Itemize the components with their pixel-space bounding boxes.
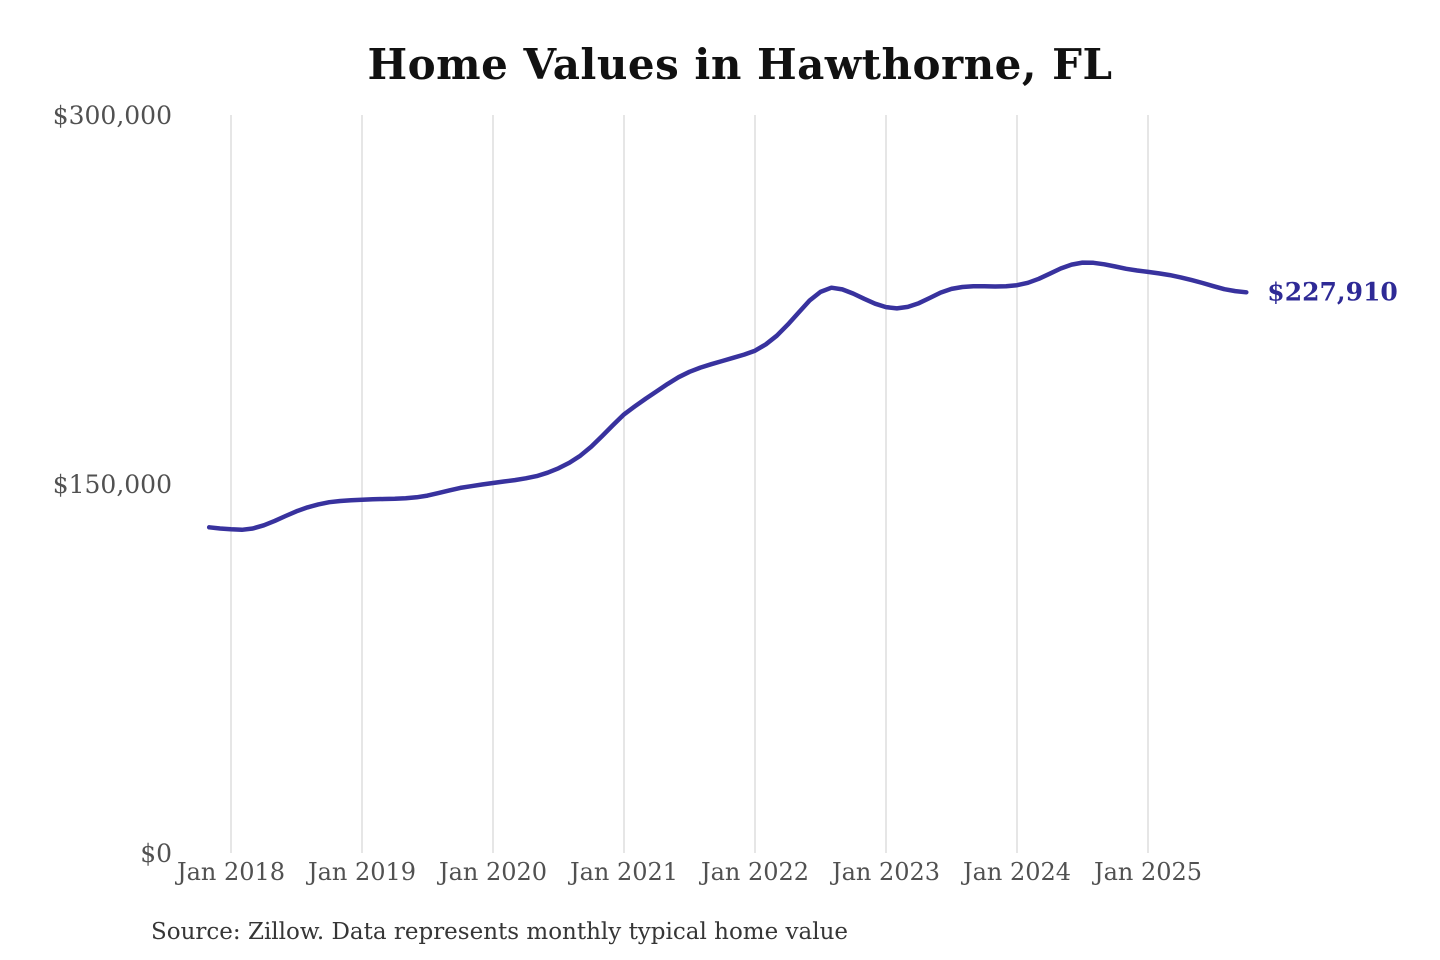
y-tick-label-150000: $150,000 [53,470,172,499]
x-tick-label-2020: Jan 2020 [436,858,547,886]
x-tick-label-2024: Jan 2024 [960,858,1071,886]
x-tick-label-2025: Jan 2025 [1091,858,1202,886]
current-value-label: $227,910 [1267,277,1397,306]
x-tick-label-2021: Jan 2021 [567,858,678,886]
x-axis-labels: Jan 2018 Jan 2019 Jan 2020 Jan 2021 Jan … [174,858,1202,886]
home-value-line [206,260,1249,533]
chart-title: Home Values in Hawthorne, FL [367,40,1113,89]
y-axis-labels: $0 $150,000 $300,000 [53,101,172,868]
y-tick-label-300000: $300,000 [53,101,172,130]
x-tick-label-2018: Jan 2018 [174,858,285,886]
y-tick-label-0: $0 [140,839,172,868]
x-tick-label-2019: Jan 2019 [305,858,416,886]
x-tick-label-2023: Jan 2023 [829,858,940,886]
x-tick-label-2022: Jan 2022 [698,858,809,886]
gridlines [230,115,1149,853]
source-note: Source: Zillow. Data represents monthly … [151,919,849,945]
